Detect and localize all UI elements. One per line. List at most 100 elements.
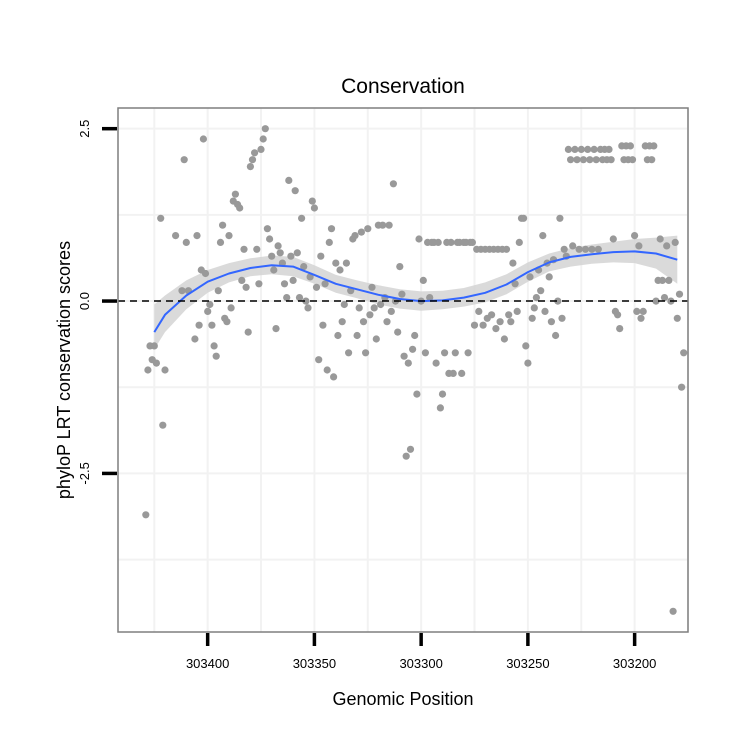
data-point: [182, 238, 190, 246]
data-point: [240, 245, 248, 253]
data-point: [458, 369, 466, 377]
data-point: [447, 238, 455, 246]
data-point: [626, 142, 635, 150]
data-point: [496, 318, 504, 326]
data-point: [219, 221, 227, 229]
data-point: [656, 235, 664, 243]
data-point: [545, 273, 553, 281]
data-point: [157, 214, 165, 222]
data-point: [312, 283, 321, 291]
data-point: [464, 349, 472, 357]
data-point: [302, 297, 310, 305]
data-point: [488, 311, 496, 319]
data-point: [577, 145, 585, 153]
data-point: [409, 345, 417, 353]
data-point: [308, 197, 316, 205]
data-point: [528, 314, 536, 322]
data-point: [276, 249, 284, 257]
data-point: [304, 304, 312, 312]
data-point: [449, 369, 457, 377]
data-point: [227, 304, 235, 312]
smooth-line: [153, 250, 678, 333]
data-point: [208, 321, 216, 329]
data-point: [675, 290, 684, 298]
x-tick-label: 303250: [506, 656, 549, 671]
data-point: [364, 225, 372, 233]
data-point: [212, 352, 220, 360]
data-point: [330, 373, 338, 381]
data-point: [671, 238, 679, 246]
data-point: [522, 342, 530, 350]
data-point: [287, 252, 295, 260]
data-point: [255, 280, 263, 288]
data-point: [172, 232, 180, 240]
data-point: [345, 349, 353, 357]
data-point: [338, 318, 346, 326]
data-point: [259, 135, 267, 143]
data-point: [648, 156, 656, 164]
data-point: [609, 235, 617, 243]
data-point: [257, 145, 265, 153]
data-point: [325, 238, 333, 246]
data-point: [321, 280, 329, 288]
data-point: [451, 349, 459, 357]
data-point: [370, 304, 378, 312]
data-point: [385, 221, 393, 229]
x-tick-label: 303300: [399, 656, 442, 671]
data-point: [470, 321, 479, 329]
data-point: [396, 263, 404, 271]
data-point: [334, 331, 342, 340]
data-point: [270, 266, 278, 274]
y-tick-label: 0.0: [77, 292, 92, 310]
data-point: [315, 356, 323, 364]
data-point: [377, 300, 385, 309]
x-axis-title: Genomic Position: [332, 689, 473, 709]
data-point: [592, 156, 600, 164]
data-point: [492, 325, 500, 333]
data-point: [398, 290, 406, 298]
data-point: [355, 304, 363, 312]
data-point: [571, 145, 579, 153]
data-point: [541, 307, 549, 315]
data-point: [552, 331, 560, 340]
data-point: [266, 235, 274, 243]
data-point: [193, 232, 201, 240]
data-point: [500, 335, 508, 343]
data-point: [268, 252, 276, 260]
data-point: [639, 307, 647, 315]
data-point: [142, 511, 150, 519]
data-point: [291, 187, 299, 195]
data-point: [513, 307, 521, 315]
data-point: [547, 318, 556, 326]
data-point: [660, 294, 669, 302]
data-point: [579, 156, 588, 164]
data-point: [633, 307, 641, 315]
data-point: [558, 314, 566, 322]
data-point: [327, 225, 336, 233]
data-point: [532, 294, 541, 302]
data-point: [295, 294, 304, 302]
data-point: [404, 359, 412, 367]
data-point: [191, 335, 199, 343]
data-point: [280, 280, 289, 288]
data-point: [178, 287, 186, 295]
data-point: [389, 180, 397, 188]
data-point: [272, 325, 280, 333]
data-point: [372, 335, 380, 343]
data-point: [195, 321, 203, 329]
data-point: [310, 204, 318, 212]
data-point: [351, 232, 359, 240]
data-point: [415, 235, 423, 243]
data-point: [248, 156, 257, 164]
data-point: [368, 283, 376, 291]
data-point: [438, 390, 447, 398]
data-point: [663, 242, 671, 250]
x-tick-label: 303200: [613, 656, 656, 671]
plot-panel-border: [117, 107, 689, 633]
data-point: [206, 300, 214, 309]
data-point: [283, 294, 291, 302]
data-point: [575, 245, 583, 253]
data-point: [340, 300, 348, 309]
